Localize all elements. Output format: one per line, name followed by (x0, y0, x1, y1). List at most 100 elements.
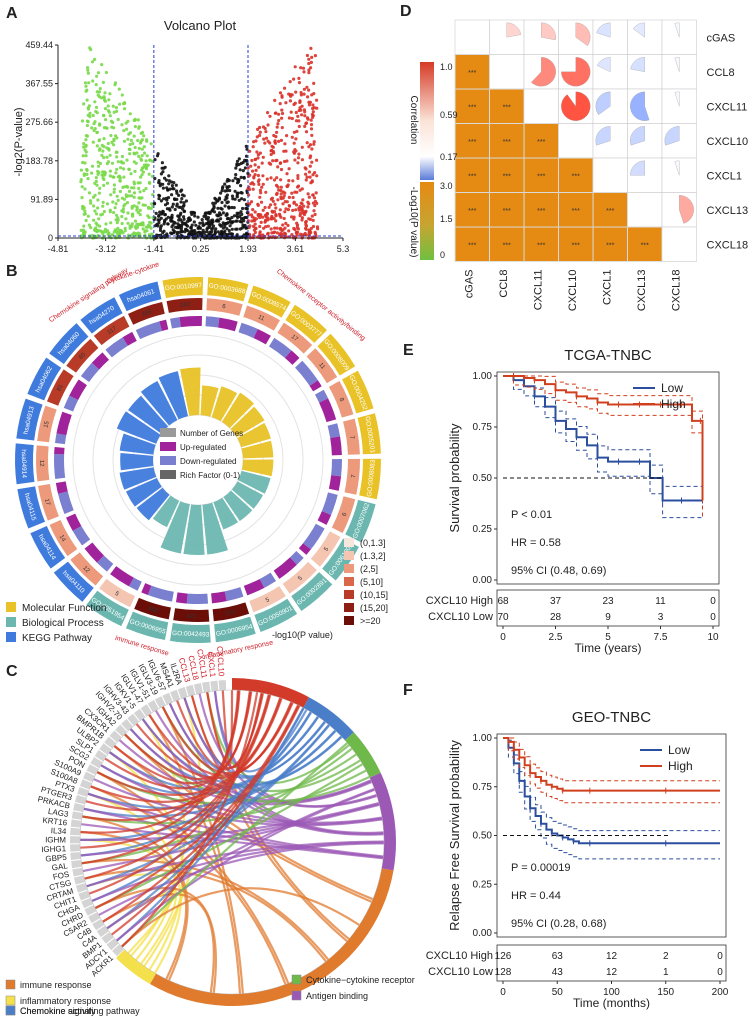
point (94, 221, 98, 225)
pvalue-block (306, 348, 338, 384)
point (223, 189, 227, 193)
up-regulated-bar (122, 331, 137, 346)
point (302, 70, 306, 74)
gene-count-label: 81 (56, 383, 65, 392)
legend-label: Antigen binding (306, 991, 368, 1001)
point (170, 225, 174, 229)
point (82, 206, 86, 210)
pvalue-cell (490, 193, 524, 227)
point (196, 215, 200, 219)
point (94, 179, 98, 183)
point (112, 183, 116, 187)
category-segment: hsa04114 14 (30, 478, 162, 569)
point (132, 180, 136, 184)
significance-label: *** (606, 242, 614, 249)
point (140, 173, 144, 177)
pvalue-cell (524, 227, 558, 261)
point (120, 214, 124, 219)
point (244, 144, 248, 148)
point (249, 164, 253, 168)
point (283, 142, 287, 146)
panel-label-f: F (403, 682, 413, 699)
point (260, 161, 264, 165)
point (83, 209, 87, 213)
point (136, 211, 140, 215)
colorbar-p (420, 182, 434, 260)
point (175, 197, 179, 201)
point (135, 222, 139, 226)
point (123, 107, 127, 111)
point (92, 122, 96, 126)
pvalue-block (212, 602, 250, 622)
chord-ribbon (175, 692, 265, 771)
down-regulated-bar (63, 395, 79, 412)
point (161, 186, 165, 190)
point (198, 230, 202, 235)
point (305, 175, 309, 179)
point (158, 210, 162, 214)
point (260, 215, 265, 219)
point (201, 228, 205, 232)
point (155, 154, 160, 158)
point (285, 159, 289, 163)
point (166, 222, 170, 226)
point (309, 154, 313, 158)
point (235, 159, 240, 163)
up-regulated-bar (141, 583, 152, 595)
point (281, 223, 285, 227)
legend-label: High (668, 759, 693, 773)
point (171, 228, 175, 232)
point (101, 149, 105, 153)
point (311, 218, 315, 222)
point (112, 137, 116, 141)
point (266, 111, 270, 115)
gene-sector (88, 912, 101, 924)
point (147, 233, 151, 237)
category-id-block (53, 561, 94, 602)
point (159, 226, 163, 230)
down-regulated-bar (269, 337, 292, 359)
point (292, 151, 296, 155)
chord-ribbon (154, 709, 384, 836)
point (310, 133, 314, 137)
legend-swatch (160, 456, 176, 465)
point (282, 216, 286, 221)
pvalue-block (343, 418, 360, 455)
point (91, 60, 95, 64)
pvalue-cell (455, 89, 489, 123)
point (301, 66, 306, 70)
legend-label: immune response (20, 980, 92, 990)
point (179, 228, 183, 232)
point (307, 145, 311, 149)
point (125, 158, 129, 162)
heatmap-cell (454, 19, 490, 55)
point (279, 195, 283, 199)
point (120, 93, 124, 97)
point (112, 110, 116, 114)
point (258, 133, 262, 137)
risk-row-label: CXCL10 Low (428, 966, 493, 978)
point (293, 228, 297, 232)
gene-label: GAL (51, 861, 69, 872)
point (111, 120, 115, 125)
point (98, 138, 102, 142)
column-label: CXCL18 (670, 270, 682, 312)
pie-slice (674, 160, 680, 176)
point (118, 230, 122, 234)
down-regulated-bar (314, 389, 329, 403)
down-regulated-bar (147, 585, 174, 602)
ci-lower (503, 375, 703, 518)
point (93, 57, 97, 62)
point (310, 160, 314, 164)
pvalue-block (38, 483, 59, 521)
point (256, 127, 260, 131)
rich-factor-bar (116, 411, 161, 444)
category-id-block (291, 572, 333, 611)
point (233, 189, 237, 193)
point (259, 220, 263, 224)
pie-slice (630, 160, 645, 176)
point (284, 221, 288, 225)
